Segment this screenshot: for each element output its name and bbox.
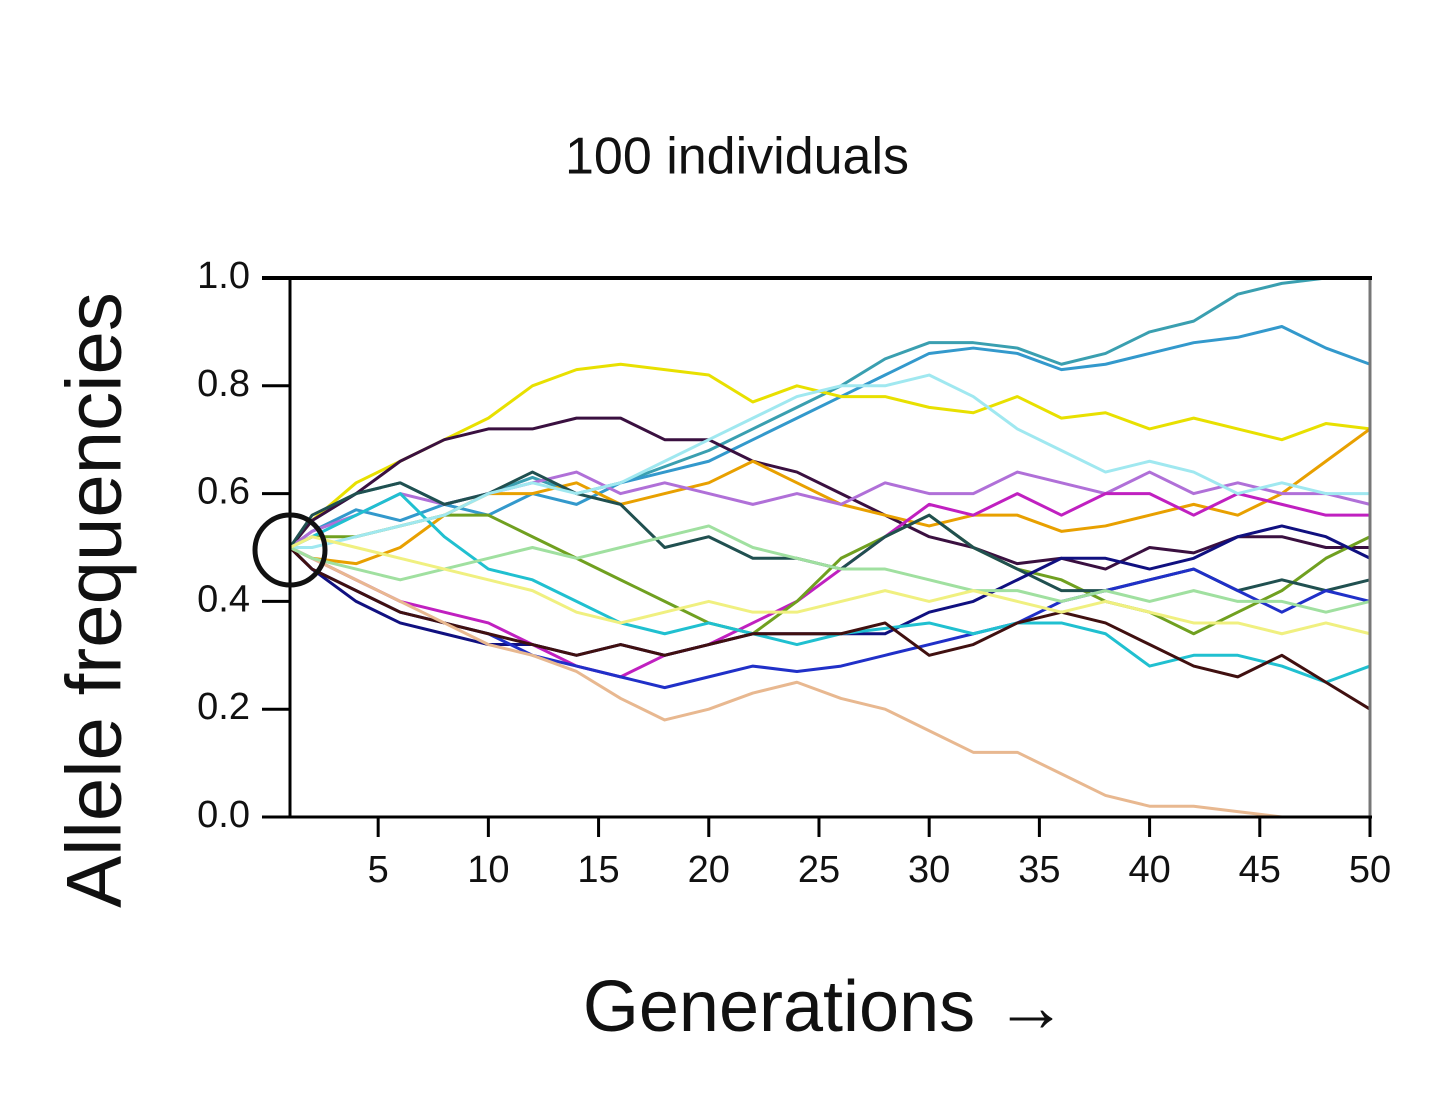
y-tick-label: 0.6 <box>197 471 250 513</box>
x-tick-label: 15 <box>577 849 619 891</box>
y-axis-label: Allele frequencies <box>50 292 138 908</box>
chart-title: 100 individuals <box>565 128 909 186</box>
series-line <box>289 513 1371 636</box>
y-tick-label: 0.4 <box>197 578 250 620</box>
x-tick-label: 30 <box>908 849 950 891</box>
x-tick-label: 50 <box>1349 849 1391 891</box>
y-tick-label: 0.8 <box>197 363 250 405</box>
x-tick-label: 45 <box>1239 849 1281 891</box>
x-tick-label: 35 <box>1018 849 1060 891</box>
y-tick-label: 0.0 <box>197 794 250 836</box>
y-tick-label: 0.2 <box>197 686 250 728</box>
plot-area <box>288 276 1371 819</box>
x-tick-label: 5 <box>368 849 389 891</box>
series-line <box>289 492 1371 684</box>
series-line <box>289 546 1370 819</box>
x-tick-label: 20 <box>688 849 730 891</box>
series-line <box>289 325 1371 549</box>
series-line <box>290 373 1370 549</box>
x-tick-label: 40 <box>1128 849 1170 891</box>
x-axis-label: Generations → <box>583 967 1067 1047</box>
series-line <box>289 492 1370 679</box>
x-tick-label: 10 <box>467 849 509 891</box>
series-line <box>288 416 1370 571</box>
x-tick-label: 25 <box>798 849 840 891</box>
series-line <box>288 546 1371 711</box>
start-highlight <box>252 512 328 588</box>
y-tick-label: 1.0 <box>197 255 250 297</box>
series-line <box>289 535 1371 636</box>
series-line <box>289 524 1371 614</box>
